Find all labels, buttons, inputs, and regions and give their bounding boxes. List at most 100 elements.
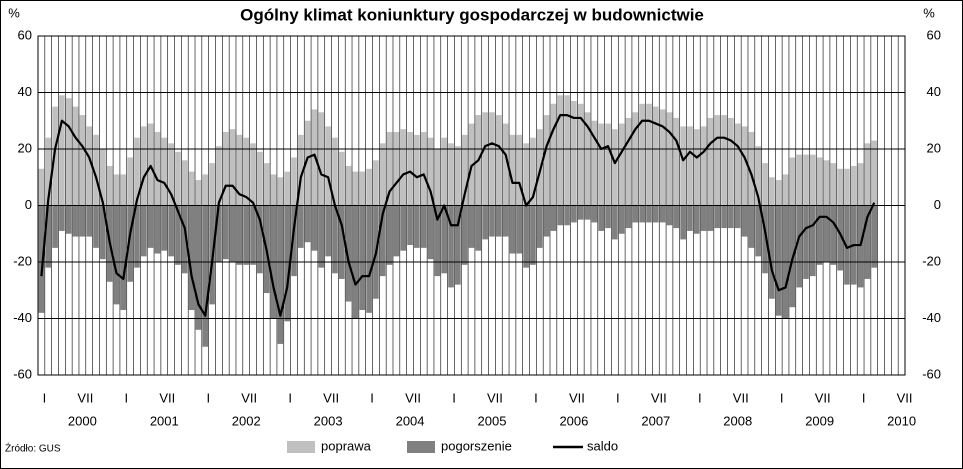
bar	[52, 205, 58, 248]
year-label: 2002	[232, 413, 261, 428]
bar	[291, 157, 297, 206]
bar	[810, 205, 816, 277]
bar	[468, 205, 475, 248]
bar	[693, 129, 700, 206]
y2-tick-label: 40	[927, 84, 941, 99]
bar	[216, 205, 222, 262]
x-tick-label: VII	[405, 390, 421, 405]
bar	[755, 146, 762, 206]
bar	[509, 134, 516, 206]
x-tick-label: I	[452, 390, 456, 405]
bar	[304, 120, 311, 206]
bar	[844, 205, 850, 285]
bar	[100, 205, 106, 260]
bar	[420, 132, 427, 206]
bar	[796, 154, 802, 206]
bar	[837, 205, 843, 271]
bar	[530, 205, 536, 265]
bar	[455, 146, 461, 206]
bar	[216, 146, 222, 206]
bar	[86, 205, 93, 237]
bar	[345, 165, 352, 206]
bar	[195, 205, 202, 330]
bar	[646, 205, 652, 223]
bar	[45, 137, 52, 206]
bar	[830, 205, 837, 265]
bar	[591, 120, 598, 206]
bar	[687, 205, 693, 231]
bar	[769, 177, 775, 206]
bar	[632, 205, 639, 223]
bar	[475, 205, 482, 251]
bar	[523, 205, 529, 268]
bar	[393, 132, 400, 206]
x-tick-label: I	[534, 390, 538, 405]
bar	[591, 205, 598, 223]
bar	[741, 205, 748, 237]
bar	[762, 205, 768, 274]
bar	[113, 174, 120, 206]
bar	[646, 103, 652, 206]
bar	[714, 205, 721, 229]
bar	[584, 205, 591, 220]
y2-tick-label: 60	[927, 27, 941, 42]
x-tick-label: I	[616, 390, 620, 405]
bar	[332, 137, 338, 206]
x-tick-label: I	[125, 390, 129, 405]
bar	[195, 180, 202, 206]
bar	[495, 205, 502, 237]
bar	[618, 205, 625, 234]
bar	[871, 205, 878, 268]
bar	[673, 205, 680, 229]
x-tick-label: VII	[77, 390, 93, 405]
bar	[571, 205, 577, 223]
bar	[257, 151, 263, 206]
bar	[816, 157, 823, 206]
bar	[366, 205, 372, 313]
bar	[823, 205, 830, 262]
bar	[605, 205, 611, 229]
bar	[844, 168, 850, 206]
bar	[489, 112, 495, 206]
bar	[161, 137, 168, 206]
bar	[236, 205, 243, 265]
bar	[782, 174, 789, 206]
bar	[168, 205, 174, 257]
bar	[229, 129, 236, 206]
x-tick-label: I	[288, 390, 292, 405]
line	[40, 114, 876, 317]
bar	[557, 95, 564, 206]
bar	[502, 123, 509, 206]
bar	[762, 163, 768, 206]
x-tick-label: VII	[897, 390, 913, 405]
bar	[461, 134, 468, 206]
bar	[864, 143, 871, 206]
bar	[175, 205, 181, 265]
bar	[243, 205, 250, 265]
bar	[455, 205, 461, 285]
bar	[837, 168, 843, 206]
bar	[530, 137, 536, 206]
legend-swatch	[407, 441, 435, 453]
bar	[441, 137, 448, 206]
bar	[659, 205, 666, 223]
bar	[564, 205, 570, 226]
bar	[810, 154, 816, 206]
bar	[106, 165, 113, 206]
y2-tick-label: -60	[922, 366, 941, 381]
bar	[134, 205, 140, 268]
bar	[584, 112, 591, 206]
x-tick-label: I	[370, 390, 374, 405]
year-label: 2010	[887, 413, 916, 428]
bar	[38, 168, 45, 206]
x-tick-label: I	[206, 390, 210, 405]
bar	[86, 126, 93, 206]
bar	[775, 205, 782, 316]
bar	[625, 205, 632, 229]
year-label: 2001	[150, 413, 179, 428]
bar	[550, 205, 557, 231]
plot-border	[37, 35, 906, 376]
bar	[38, 205, 45, 313]
bar	[400, 205, 407, 251]
